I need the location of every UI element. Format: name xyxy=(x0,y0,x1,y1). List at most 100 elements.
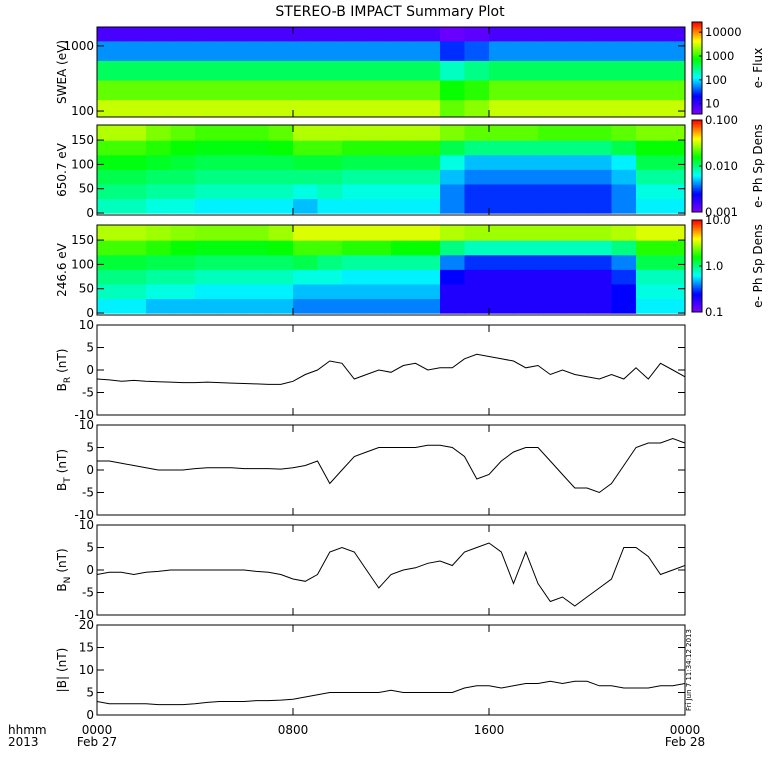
heat-cell xyxy=(489,283,515,300)
heat-cell xyxy=(440,79,466,101)
heat-cell xyxy=(611,240,637,256)
heat-cell xyxy=(317,225,343,241)
heat-cell xyxy=(513,169,539,185)
heat-cell xyxy=(268,198,294,214)
heat-cell xyxy=(195,140,221,156)
heat-cell xyxy=(611,225,637,241)
heat-cell xyxy=(317,298,343,314)
heat-cell xyxy=(170,169,196,185)
heat-cell xyxy=(97,240,123,256)
heat-cell xyxy=(342,183,368,200)
heat-cell xyxy=(636,40,662,61)
colorbar-segment xyxy=(692,41,702,44)
colorbar-segment xyxy=(692,100,702,103)
heat-cell xyxy=(219,125,245,141)
heat-cell xyxy=(636,183,662,200)
colorbar-segment xyxy=(692,86,702,89)
panel xyxy=(97,680,685,706)
colorbar-segment xyxy=(692,273,702,276)
colorbar-segment xyxy=(692,123,702,126)
heat-cell xyxy=(415,99,441,117)
heat-cell xyxy=(636,60,662,81)
y-label-main: SWEA (eV) xyxy=(55,40,69,104)
heat-cell xyxy=(293,79,319,101)
heat-cell xyxy=(660,254,685,270)
heat-cell xyxy=(195,125,221,141)
heat-cell xyxy=(342,60,368,81)
heat-cell xyxy=(146,140,172,156)
colorbar-label: e- Ph Sp Dens xyxy=(751,124,765,208)
heat-cell xyxy=(342,283,368,300)
y-tick-label: 0 xyxy=(86,306,94,320)
heat-cell xyxy=(121,269,147,285)
colorbar-segment xyxy=(692,83,702,86)
heat-cell xyxy=(636,140,662,156)
colorbar-label: e- Ph Sp Dens xyxy=(751,224,765,308)
heat-cell xyxy=(293,269,319,285)
colorbar-tick-label: 10.0 xyxy=(705,213,731,227)
heat-cell xyxy=(391,27,417,42)
heat-cell xyxy=(293,240,319,256)
y-tick-label: 5 xyxy=(86,686,94,700)
heat-cell xyxy=(342,27,368,42)
heat-cell xyxy=(489,225,515,241)
heat-cell xyxy=(562,154,588,170)
heat-cell xyxy=(391,60,417,81)
heat-cell xyxy=(464,240,490,256)
colorbar-segment xyxy=(692,184,702,187)
colorbar-segment xyxy=(692,258,702,261)
y-tick-label: 10 xyxy=(79,318,94,332)
heat-cell xyxy=(391,283,417,300)
heat-cell xyxy=(415,198,441,214)
heat-cell xyxy=(587,283,613,300)
heat-cell xyxy=(562,269,588,285)
heat-cell xyxy=(636,254,662,270)
heat-cell xyxy=(219,79,245,101)
heat-cell xyxy=(660,225,685,241)
colorbar-segment xyxy=(692,179,702,182)
colorbar-segment xyxy=(692,49,702,52)
heat-cell xyxy=(219,140,245,156)
colorbar-segment xyxy=(692,28,702,31)
colorbar-segment xyxy=(692,143,702,146)
heat-cell xyxy=(513,183,539,200)
heat-cell xyxy=(121,183,147,200)
heat-cell xyxy=(636,125,662,141)
heat-cell xyxy=(244,240,270,256)
colorbar-segment xyxy=(692,104,702,107)
x-axis-label: 2013 xyxy=(8,735,39,749)
colorbar-segment xyxy=(692,167,702,170)
y-label-unit: (nT) xyxy=(55,648,69,672)
colorbar-segment xyxy=(692,287,702,290)
heat-cell xyxy=(244,269,270,285)
heat-cell xyxy=(268,99,294,117)
heat-cell xyxy=(244,198,270,214)
heat-cell xyxy=(660,240,685,256)
heat-cell xyxy=(195,240,221,256)
colorbar-segment xyxy=(692,236,702,239)
colorbar-segment xyxy=(692,138,702,141)
heat-cell xyxy=(538,283,564,300)
y-tick-label: 1000 xyxy=(63,39,94,53)
y-tick-label: 100 xyxy=(71,257,94,271)
y-axis-label: BT (nT) xyxy=(55,449,73,491)
colorbar-segment xyxy=(692,232,702,235)
heat-cell xyxy=(97,79,123,101)
colorbar-segment xyxy=(692,45,702,48)
heat-cell xyxy=(562,169,588,185)
heat-cell xyxy=(587,60,613,81)
heat-cell xyxy=(121,198,147,214)
colorbar-segment xyxy=(692,301,702,304)
heat-cell xyxy=(660,298,685,314)
heat-cell xyxy=(538,169,564,185)
heat-cell xyxy=(538,225,564,241)
heat-cell xyxy=(195,183,221,200)
heat-cell xyxy=(97,27,123,42)
heat-cell xyxy=(146,154,172,170)
heat-cell xyxy=(562,79,588,101)
heat-cell xyxy=(489,140,515,156)
heat-cell xyxy=(513,60,539,81)
colorbar-segment xyxy=(692,221,702,224)
heat-cell xyxy=(636,269,662,285)
heat-cell xyxy=(366,125,392,141)
